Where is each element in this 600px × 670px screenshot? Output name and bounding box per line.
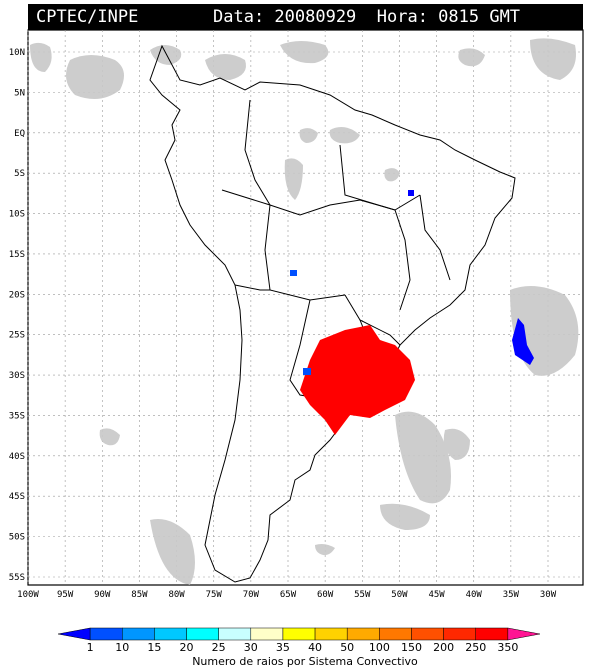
lon-label: 70W [243,590,260,600]
colorbar-label: 250 [465,641,486,654]
colorbar-swatch [89,627,123,641]
cloud-cover [30,38,579,585]
colorbar-swatches [57,627,541,641]
south-america-coast [149,44,516,583]
latitude-labels: 10N 5N EQ 5S 10S 15S 20S 25S 30S 35S 40S 45S 50S 55S [9,48,25,583]
lon-label: 65W [280,590,297,600]
colorbar-swatch [346,627,380,641]
lon-label: 80W [168,590,185,600]
lon-label: 30W [540,590,557,600]
colorbar-label: 200 [433,641,454,654]
datetime-label: Data: 20080929 Hora: 0815 GMT [213,7,521,27]
lon-label: 55W [354,590,371,600]
lon-label: 100W [17,590,39,600]
map-frame [27,29,584,586]
colorbar-label: 10 [115,641,129,654]
colorbar-label: 150 [401,641,422,654]
storm-high-activity [300,325,415,435]
lat-label: 10S [9,210,25,220]
colorbar-swatch [507,627,541,641]
colorbar-label: 50 [340,641,354,654]
lon-label: 60W [317,590,334,600]
lon-label: 75W [206,590,223,600]
lon-label: 95W [57,590,74,600]
lon-label: 85W [131,590,148,600]
lat-label: 50S [9,533,25,543]
colorbar-swatch [218,627,252,641]
lat-label: EQ [14,129,25,139]
lat-label: 40S [9,452,25,462]
lat-label: 15S [9,250,25,260]
lon-label: 35W [503,590,520,600]
colorbar-title: Numero de raios por Sistema Convectivo [192,655,418,668]
colorbar-label: 20 [180,641,194,654]
colorbar-label: 40 [308,641,322,654]
colorbar-swatch [443,627,476,641]
source-label: CPTEC/INPE [36,7,139,27]
storm-low-activity [290,190,534,375]
lat-label: 35S [9,411,25,421]
colorbar-swatch [57,627,91,641]
lon-label: 50W [391,590,408,600]
colorbar-label: 35 [276,641,290,654]
lat-label: 5N [14,88,25,98]
colorbar-swatch [411,627,444,641]
lon-label: 45W [428,590,445,600]
colorbar-swatch [475,627,509,641]
lat-label: 20S [9,290,25,300]
colorbar-swatch [314,627,348,641]
colorbar-swatch [250,627,284,641]
colorbar-swatch [282,627,316,641]
colorbar-swatch [379,627,412,641]
colorbar-label: 15 [147,641,161,654]
colorbar-label: 350 [497,641,518,654]
lat-label: 5S [14,169,25,179]
colorbar-label: 1 [87,641,94,654]
colorbar-label: 30 [244,641,258,654]
colorbar-label: 100 [369,641,390,654]
colorbar-labels: 1 10 15 20 25 30 35 40 50 100 150 200 250 350 [87,641,519,654]
lat-label: 10N [9,48,25,58]
colorbar-label: 25 [212,641,226,654]
lat-label: 55S [9,573,25,583]
colorbar-swatch [122,627,155,641]
map-header: CPTEC/INPE Data: 20080929 Hora: 0815 GMT [28,4,583,30]
colorbar-swatch [154,627,187,641]
lat-label: 25S [9,331,25,341]
lon-label: 40W [466,590,483,600]
lon-label: 90W [94,590,111,600]
colorbar-swatch [186,627,219,641]
lat-label: 30S [9,371,25,381]
lat-label: 45S [9,492,25,502]
longitude-labels: 100W 95W 90W 85W 80W 75W 70W 65W 60W 55W 50W 45W 40W… [17,590,557,600]
